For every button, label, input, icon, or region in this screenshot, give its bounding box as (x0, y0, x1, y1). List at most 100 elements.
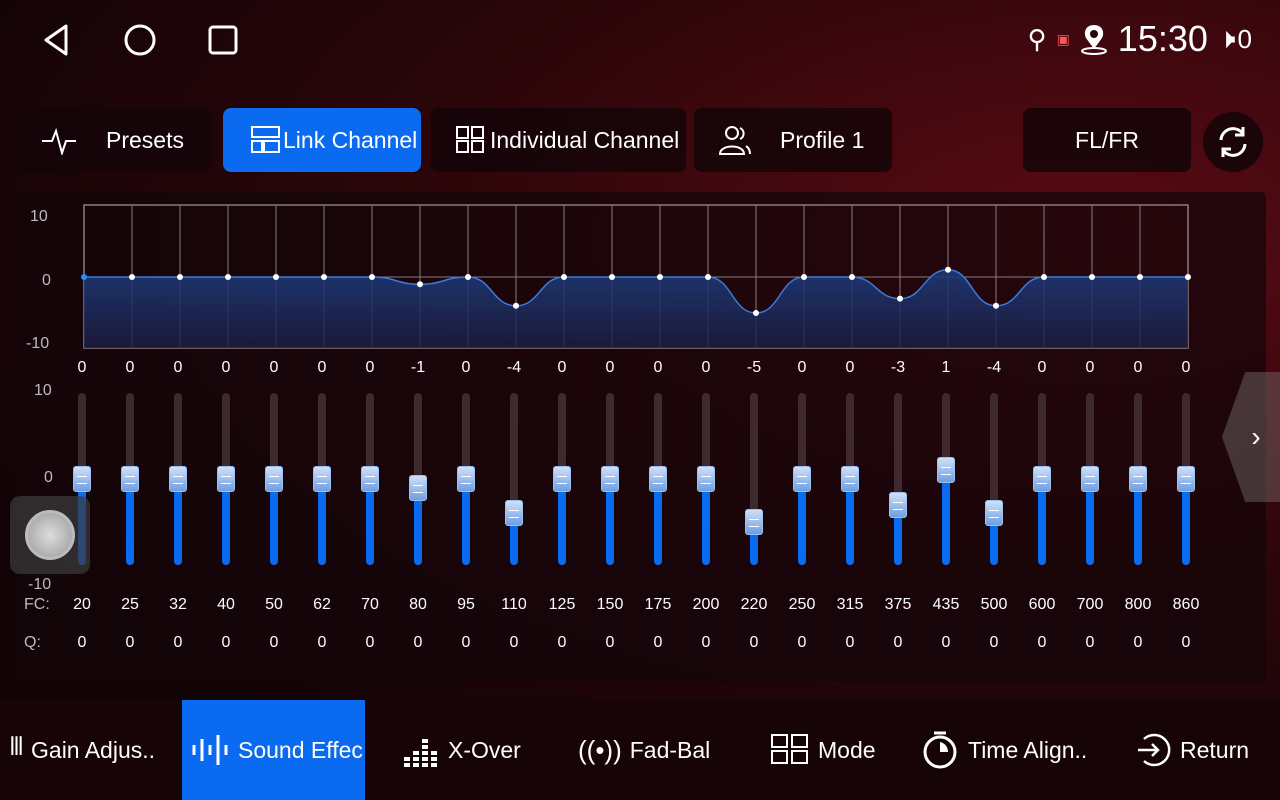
tab-presets[interactable]: Presets (16, 108, 212, 172)
q-value[interactable]: 0 (893, 634, 903, 651)
eq-point[interactable] (465, 274, 471, 280)
gain-slider-handle[interactable] (169, 466, 187, 492)
back-button[interactable] (38, 22, 74, 58)
fc-value[interactable]: 200 (692, 596, 720, 613)
floating-assistive-button[interactable] (10, 496, 90, 574)
tab-link-channel[interactable]: Link Channel (223, 108, 421, 172)
eq-point[interactable] (1185, 274, 1191, 280)
eq-point[interactable] (753, 310, 759, 316)
gain-slider-handle[interactable] (265, 466, 283, 492)
gain-slider-track[interactable] (510, 393, 518, 565)
fc-value[interactable]: 50 (265, 596, 283, 613)
gain-slider-handle[interactable] (217, 466, 235, 492)
q-value[interactable]: 0 (1181, 634, 1191, 651)
q-value[interactable]: 0 (461, 634, 471, 651)
q-value[interactable]: 0 (605, 634, 615, 651)
fc-value[interactable]: 25 (121, 596, 139, 613)
q-value[interactable]: 0 (1085, 634, 1095, 651)
gain-slider-track[interactable] (750, 393, 758, 565)
fc-value[interactable]: 125 (548, 596, 576, 613)
eq-point[interactable] (897, 295, 903, 302)
q-value[interactable]: 0 (749, 634, 759, 651)
fc-value[interactable]: 80 (409, 596, 427, 613)
nav-time-align[interactable]: Time Align.. (922, 700, 1087, 800)
nav-x-over[interactable]: X-Over (402, 700, 521, 800)
eq-point[interactable] (513, 302, 519, 309)
recents-button[interactable] (205, 22, 241, 58)
gain-slider-track[interactable] (990, 393, 998, 565)
gain-slider-handle[interactable] (1033, 466, 1051, 492)
eq-point[interactable] (177, 274, 183, 280)
q-value[interactable]: 0 (173, 634, 183, 651)
q-value[interactable]: 0 (989, 634, 999, 651)
gain-slider-handle[interactable] (361, 466, 379, 492)
fc-value[interactable]: 600 (1028, 596, 1056, 613)
fc-value[interactable]: 62 (313, 596, 331, 613)
fc-value[interactable]: 40 (217, 596, 235, 613)
home-button[interactable] (122, 22, 158, 58)
gain-slider-handle[interactable] (409, 474, 427, 501)
gain-slider-handle[interactable] (937, 457, 955, 484)
fc-value[interactable]: 95 (457, 596, 475, 613)
eq-point[interactable] (273, 274, 279, 280)
q-value[interactable]: 0 (269, 634, 279, 651)
gain-slider-handle[interactable] (1081, 466, 1099, 492)
nav-mode[interactable]: Mode (770, 700, 876, 800)
gain-slider-handle[interactable] (793, 466, 811, 492)
fc-value[interactable]: 315 (836, 596, 864, 613)
gain-slider-handle[interactable] (985, 500, 1003, 527)
eq-point[interactable] (993, 302, 999, 309)
gain-slider-handle[interactable] (553, 466, 571, 492)
eq-point[interactable] (561, 274, 567, 280)
gain-slider-handle[interactable] (73, 466, 91, 492)
q-value[interactable]: 0 (221, 634, 231, 651)
q-value[interactable]: 0 (653, 634, 663, 651)
eq-point[interactable] (321, 274, 327, 280)
eq-point[interactable] (945, 266, 951, 273)
gain-slider-handle[interactable] (457, 466, 475, 492)
gain-slider-handle[interactable] (601, 466, 619, 492)
gain-slider-handle[interactable] (313, 466, 331, 492)
eq-point[interactable] (609, 274, 615, 280)
eq-point[interactable] (801, 274, 807, 280)
q-value[interactable]: 0 (941, 634, 951, 651)
eq-point[interactable] (1041, 274, 1047, 280)
eq-point[interactable] (369, 274, 375, 280)
gain-slider-handle[interactable] (1129, 466, 1147, 492)
gain-slider-handle[interactable] (505, 500, 523, 527)
fc-value[interactable]: 20 (73, 596, 91, 613)
q-value[interactable]: 0 (509, 634, 519, 651)
nav-sound-effect[interactable]: Sound Effec (182, 700, 365, 800)
eq-point[interactable] (1089, 274, 1095, 280)
fc-value[interactable]: 700 (1076, 596, 1104, 613)
fc-value[interactable]: 220 (740, 596, 768, 613)
q-value[interactable]: 0 (365, 634, 375, 651)
q-value[interactable]: 0 (557, 634, 567, 651)
fc-value[interactable]: 800 (1124, 596, 1152, 613)
gain-slider-handle[interactable] (121, 466, 139, 492)
gain-slider-handle[interactable] (1177, 466, 1195, 492)
fc-value[interactable]: 250 (788, 596, 816, 613)
q-value[interactable]: 0 (413, 634, 423, 651)
eq-point[interactable] (657, 274, 663, 280)
fc-value[interactable]: 860 (1172, 596, 1200, 613)
q-value[interactable]: 0 (125, 634, 135, 651)
gain-slider-handle[interactable] (649, 466, 667, 492)
q-value[interactable]: 0 (317, 634, 327, 651)
nav-gain-adjust[interactable]: 𝍫 Gain Adjus.. (10, 700, 155, 800)
fc-value[interactable]: 435 (932, 596, 960, 613)
fc-value[interactable]: 375 (884, 596, 912, 613)
profile-button[interactable]: Profile 1 (694, 108, 892, 172)
q-value[interactable]: 0 (845, 634, 855, 651)
gain-slider-handle[interactable] (745, 509, 763, 535)
eq-point[interactable] (129, 274, 135, 280)
gain-slider-handle[interactable] (889, 491, 907, 518)
q-value[interactable]: 0 (701, 634, 711, 651)
nav-fad-bal[interactable]: ((•)) Fad-Bal (578, 700, 710, 800)
q-value[interactable]: 0 (1037, 634, 1047, 651)
q-value[interactable]: 0 (77, 634, 87, 651)
nav-return[interactable]: Return (1134, 700, 1249, 800)
eq-point[interactable] (81, 274, 87, 280)
eq-point[interactable] (417, 281, 423, 288)
fc-value[interactable]: 150 (596, 596, 624, 613)
